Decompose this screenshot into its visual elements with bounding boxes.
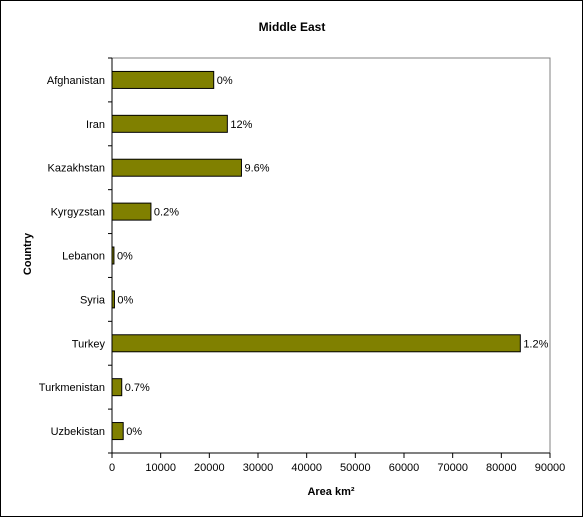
y-tick-label: Afghanistan xyxy=(47,75,105,87)
y-axis-title: Country xyxy=(22,232,34,275)
x-tick-label: 80000 xyxy=(486,462,517,474)
y-tick-label: Kazakhstan xyxy=(48,163,105,175)
x-axis-title: Area km² xyxy=(307,486,354,498)
bar xyxy=(111,70,215,89)
data-label: 1.2% xyxy=(523,338,548,350)
chart-title: Middle East xyxy=(259,20,326,34)
data-label: 9.6% xyxy=(244,163,269,175)
x-tick-label: 40000 xyxy=(291,462,322,474)
x-axis-group: 0 10000 20000 30000 40000 50000 60000 70000 8000… xyxy=(109,453,565,474)
x-tick-label: 20000 xyxy=(194,462,225,474)
bar xyxy=(111,158,242,177)
data-label: 0.7% xyxy=(125,382,150,394)
x-tick-label: 90000 xyxy=(535,462,566,474)
bars-group: 0% 12% 9.6% 0.2% 0% 0% 1.2% 0.7% 0% xyxy=(111,70,549,441)
bar xyxy=(111,378,123,397)
x-tick-label: 60000 xyxy=(389,462,420,474)
data-label: 0% xyxy=(217,75,233,87)
x-tick-label: 30000 xyxy=(243,462,274,474)
bar xyxy=(111,422,124,441)
x-tick-label: 50000 xyxy=(340,462,371,474)
y-tick-label: Turkey xyxy=(72,338,106,350)
data-label: 12% xyxy=(230,119,252,131)
y-tick-label: Kyrgyzstan xyxy=(51,207,105,219)
data-label: 0.2% xyxy=(154,207,179,219)
data-label: 0% xyxy=(117,251,133,263)
bar xyxy=(111,334,521,353)
y-tick-label: Iran xyxy=(86,119,105,131)
y-tick-label: Lebanon xyxy=(62,251,105,263)
bar xyxy=(111,114,228,133)
bar xyxy=(111,202,152,221)
data-label: 0% xyxy=(117,294,133,306)
x-tick-label: 0 xyxy=(109,462,115,474)
y-tick-label: Syria xyxy=(80,294,106,306)
y-tick-label: Uzbekistan xyxy=(51,426,105,438)
y-axis-group: Afghanistan Iran Kazakhstan Kyrgyzstan Leban… xyxy=(39,57,112,454)
x-tick-label: 10000 xyxy=(145,462,176,474)
x-tick-label: 70000 xyxy=(437,462,468,474)
data-label: 0% xyxy=(126,426,142,438)
y-tick-label: Turkmenistan xyxy=(39,382,105,394)
